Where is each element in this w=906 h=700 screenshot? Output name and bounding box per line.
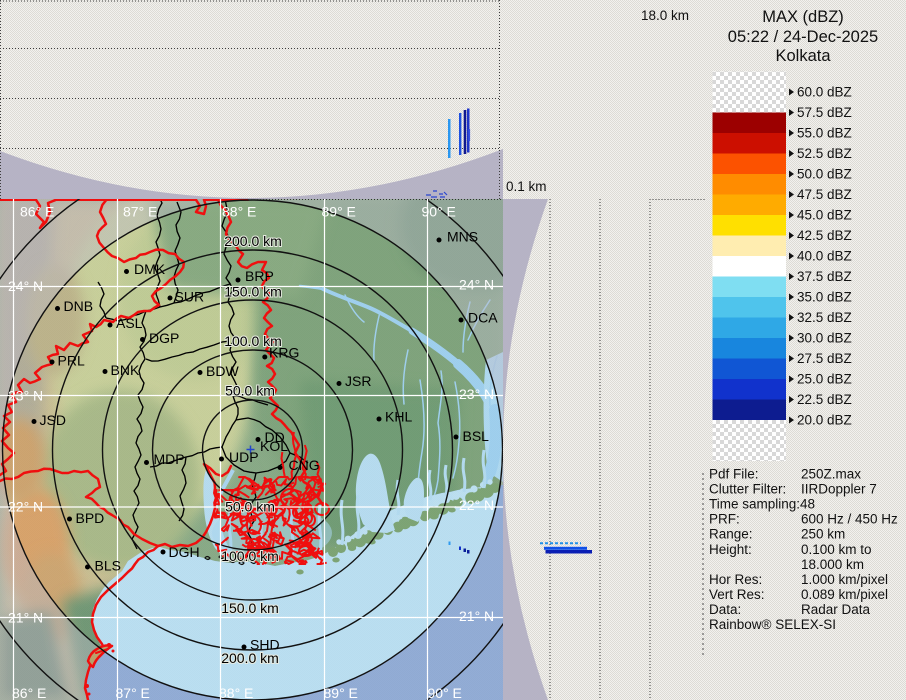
svg-text:Clutter Filter:: Clutter Filter: (709, 482, 786, 497)
svg-text:MAX (dBZ): MAX (dBZ) (762, 8, 844, 26)
svg-text:KRG: KRG (269, 345, 299, 361)
svg-text:JSD: JSD (40, 412, 66, 428)
svg-text:50.0 km: 50.0 km (225, 383, 275, 399)
svg-text:250 km: 250 km (801, 527, 845, 542)
svg-text:SUR: SUR (175, 289, 205, 305)
svg-text:BSL: BSL (463, 428, 490, 444)
svg-text:BDW: BDW (206, 363, 239, 379)
svg-text:DMK: DMK (134, 261, 166, 277)
svg-text:24° N: 24° N (459, 277, 494, 293)
svg-text:86° E: 86° E (20, 204, 54, 220)
svg-text:50.0 km: 50.0 km (225, 499, 275, 515)
svg-text:45.0 dBZ: 45.0 dBZ (797, 208, 852, 223)
svg-text:PRF:: PRF: (709, 512, 740, 527)
svg-text:ASL: ASL (116, 315, 143, 331)
svg-text:100.0 km: 100.0 km (221, 548, 279, 564)
svg-text:22.5 dBZ: 22.5 dBZ (797, 392, 852, 407)
svg-text:18.000 km: 18.000 km (801, 557, 864, 572)
svg-text:600 Hz / 450 Hz: 600 Hz / 450 Hz (801, 512, 898, 527)
svg-text:27.5 dBZ: 27.5 dBZ (797, 351, 852, 366)
svg-text:60.0 dBZ: 60.0 dBZ (797, 85, 852, 100)
svg-text:KOL: KOL (260, 438, 288, 454)
svg-text:23° N: 23° N (459, 386, 494, 402)
svg-text:42.5 dBZ: 42.5 dBZ (797, 228, 852, 243)
svg-text:90° E: 90° E (428, 685, 462, 700)
svg-text:SHD: SHD (250, 637, 280, 653)
svg-text:150.0 km: 150.0 km (221, 600, 279, 616)
svg-text:Time sampling:48: Time sampling:48 (709, 497, 815, 512)
svg-text:21° N: 21° N (459, 608, 494, 624)
svg-text:37.5 dBZ: 37.5 dBZ (797, 269, 852, 284)
svg-text:Radar Data: Radar Data (801, 602, 871, 617)
svg-text:50.0 dBZ: 50.0 dBZ (797, 167, 852, 182)
svg-text:Pdf File:: Pdf File: (709, 467, 759, 482)
svg-text:05:22 / 24-Dec-2025: 05:22 / 24-Dec-2025 (728, 28, 878, 46)
svg-text:1.000 km/pixel: 1.000 km/pixel (801, 572, 888, 587)
svg-text:200.0 km: 200.0 km (224, 233, 282, 249)
svg-text:30.0 dBZ: 30.0 dBZ (797, 331, 852, 346)
svg-text:22° N: 22° N (8, 499, 43, 515)
svg-text:DCA: DCA (468, 310, 498, 326)
svg-text:Vert Res:: Vert Res: (709, 587, 765, 602)
svg-text:DGH: DGH (169, 544, 200, 560)
svg-text:JSR: JSR (345, 373, 371, 389)
svg-text:0.089 km/pixel: 0.089 km/pixel (801, 587, 888, 602)
svg-text:CNG: CNG (289, 457, 320, 473)
svg-text:0.1 km: 0.1 km (506, 179, 547, 194)
svg-text:MNS: MNS (447, 229, 478, 245)
svg-text:Hor Res:: Hor Res: (709, 572, 762, 587)
svg-text:150.0 km: 150.0 km (224, 284, 282, 300)
svg-text:250Z.max: 250Z.max (801, 467, 861, 482)
svg-text:Kolkata: Kolkata (775, 47, 831, 65)
svg-text:DGP: DGP (149, 330, 179, 346)
svg-text:89° E: 89° E (322, 204, 356, 220)
svg-text:52.5 dBZ: 52.5 dBZ (797, 146, 852, 161)
svg-text:87° E: 87° E (116, 685, 150, 700)
svg-text:35.0 dBZ: 35.0 dBZ (797, 290, 852, 305)
svg-text:BPD: BPD (76, 510, 105, 526)
svg-text:88° E: 88° E (222, 204, 256, 220)
svg-text:21° N: 21° N (8, 610, 43, 626)
svg-text:BNK: BNK (111, 362, 140, 378)
svg-text:Rainbow® SELEX-SI: Rainbow® SELEX-SI (709, 617, 836, 632)
svg-text:47.5 dBZ: 47.5 dBZ (797, 187, 852, 202)
svg-text:DD: DD (265, 429, 285, 445)
svg-text:90° E: 90° E (422, 204, 456, 220)
svg-text:200.0 km: 200.0 km (221, 650, 279, 666)
svg-text:IIRDoppler 7: IIRDoppler 7 (801, 482, 877, 497)
svg-text:BLS: BLS (95, 558, 121, 574)
svg-text:23° N: 23° N (8, 388, 43, 404)
svg-text:32.5 dBZ: 32.5 dBZ (797, 310, 852, 325)
svg-text:Range:: Range: (709, 527, 753, 542)
svg-text:BRP: BRP (245, 268, 274, 284)
svg-text:PRL: PRL (58, 353, 85, 369)
svg-text:88° E: 88° E (219, 685, 253, 700)
svg-text:87° E: 87° E (123, 204, 157, 220)
svg-text:Height:: Height: (709, 542, 752, 557)
svg-text:22° N: 22° N (459, 497, 494, 513)
svg-text:100.0 km: 100.0 km (224, 333, 282, 349)
svg-text:40.0 dBZ: 40.0 dBZ (797, 249, 852, 264)
svg-text:86° E: 86° E (12, 685, 46, 700)
svg-text:89° E: 89° E (324, 685, 358, 700)
svg-text:UDP: UDP (229, 449, 259, 465)
svg-text:DNB: DNB (64, 298, 94, 314)
svg-text:24° N: 24° N (8, 278, 43, 294)
svg-text:Data:: Data: (709, 602, 741, 617)
svg-text:MDP: MDP (154, 451, 185, 467)
svg-text:57.5 dBZ: 57.5 dBZ (797, 105, 852, 120)
svg-text:KHL: KHL (385, 409, 412, 425)
svg-text:18.0 km: 18.0 km (641, 8, 689, 23)
svg-text:55.0 dBZ: 55.0 dBZ (797, 126, 852, 141)
svg-text:20.0 dBZ: 20.0 dBZ (797, 413, 852, 428)
svg-text:0.100 km to: 0.100 km to (801, 542, 872, 557)
svg-text:25.0 dBZ: 25.0 dBZ (797, 372, 852, 387)
